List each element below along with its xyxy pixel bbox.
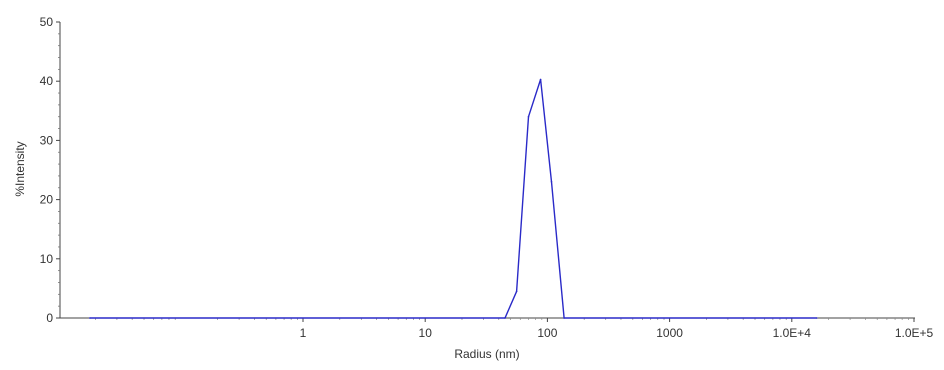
- y-axis-label: %Intensity: [13, 141, 27, 196]
- data-point: [504, 317, 506, 319]
- x-axis-label: Radius (nm): [454, 347, 519, 361]
- y-tick-label: 0: [46, 311, 53, 325]
- data-point: [527, 115, 530, 118]
- x-tick-label: 10: [419, 326, 433, 340]
- x-tick-label: 100: [537, 326, 557, 340]
- tick-labels: 0 10 20 30 40 50 1 10 100 1000 1.0E+4 1.0E+5: [40, 15, 934, 340]
- data-point: [815, 317, 818, 319]
- y-tick-label: 50: [40, 15, 54, 29]
- data-point: [563, 317, 565, 319]
- axes: [56, 21, 915, 322]
- y-tick-label: 20: [40, 193, 54, 207]
- x-tick-label: 1: [300, 326, 307, 340]
- data-point: [550, 181, 553, 183]
- x-tick-label: 1.0E+5: [895, 326, 934, 340]
- minor-ticks: [58, 33, 909, 320]
- x-tick-label: 1.0E+4: [773, 326, 812, 340]
- y-tick-label: 10: [40, 252, 54, 266]
- data-point: [515, 290, 518, 293]
- data-point: [89, 317, 91, 319]
- x-tick-label: 1000: [656, 326, 683, 340]
- y-tick-label: 40: [40, 74, 54, 88]
- series-line-0: [89, 79, 817, 319]
- data-point: [539, 78, 542, 81]
- y-tick-label: 30: [40, 133, 54, 147]
- series-layer: [89, 78, 818, 319]
